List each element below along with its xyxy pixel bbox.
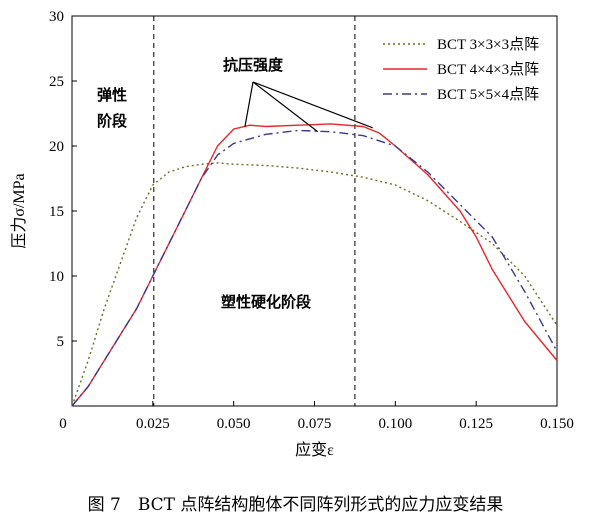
- legend-label: BCT 5×5×4点阵: [437, 86, 539, 103]
- legend-label: BCT 4×4×3点阵: [437, 61, 539, 78]
- y-tick-label: 20: [49, 139, 64, 155]
- x-tick-label: 0.125: [459, 416, 493, 432]
- compressive-strength-label: 抗压强度: [223, 56, 284, 74]
- y-tick-label: 30: [49, 9, 64, 25]
- plastic-hardening-label: 塑性硬化阶段: [221, 293, 311, 311]
- x-tick-label: 0.050: [217, 416, 251, 432]
- x-tick-label: 0.075: [298, 416, 332, 432]
- elastic-stage-label-line2: 阶段: [97, 112, 127, 130]
- y-tick-label: 25: [49, 74, 64, 90]
- x-tick-label: 0.100: [378, 416, 412, 432]
- legend: BCT 3×3×3点阵 BCT 4×4×3点阵 BCT 5×5×4点阵: [383, 36, 539, 103]
- annotations: 弹性 阶段 抗压强度 塑性硬化阶段: [97, 56, 311, 311]
- series-line: [71, 162, 558, 407]
- legend-label: BCT 3×3×3点阵: [437, 36, 539, 53]
- x-tick-label: 0.150: [540, 416, 574, 432]
- peak-pointer-line: [244, 81, 254, 127]
- y-axis-label: 压力σ/MPa: [10, 173, 28, 248]
- peak-pointer-line: [252, 81, 319, 133]
- x-axis-label: 应变ε: [295, 440, 334, 459]
- figure-caption: 图 7 BCT 点阵结构胞体不同阵列形式的应力应变结果: [87, 495, 504, 515]
- peak-pointer-line: [252, 81, 373, 129]
- y-tick-label: 15: [49, 204, 64, 220]
- plot-area: 0.025 0.050 0.075 0.100 0.125 0.150 5 10 15 20 25 3…: [49, 9, 574, 432]
- y-tick-label: 5: [57, 334, 65, 350]
- origin-tick-label: 0: [59, 416, 67, 432]
- elastic-stage-label-line1: 弹性: [97, 86, 127, 104]
- series-line: [71, 129, 558, 407]
- y-tick-label: 10: [49, 269, 64, 285]
- x-tick-label: 0.025: [136, 416, 170, 432]
- series-line: [71, 123, 558, 407]
